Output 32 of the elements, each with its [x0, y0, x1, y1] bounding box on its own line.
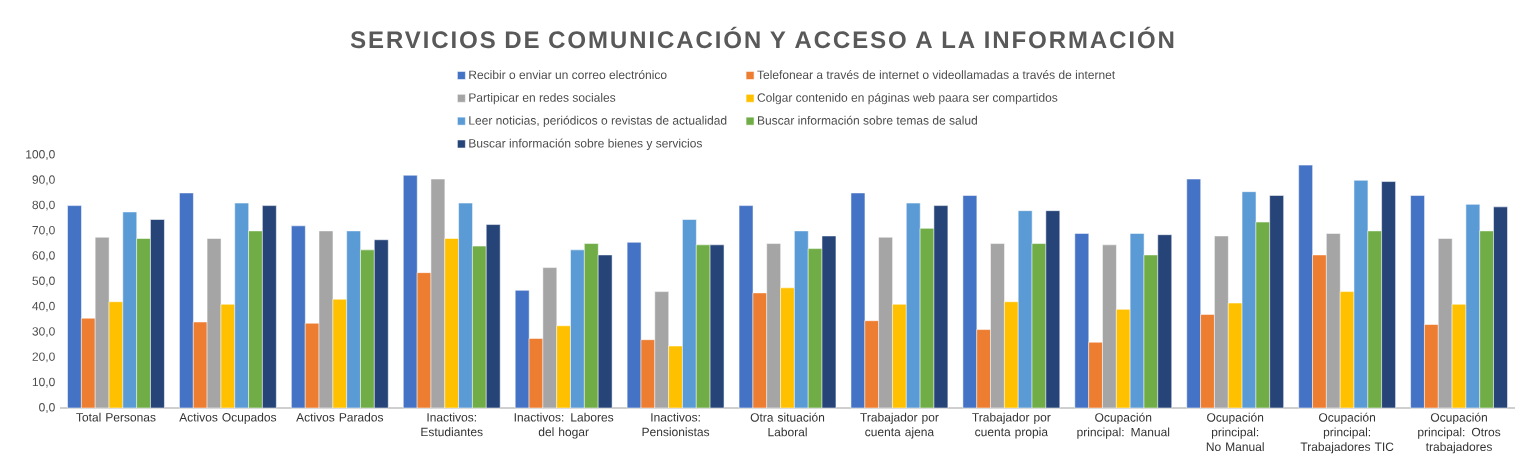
x-tick-label: Trabajador por cuenta propia — [972, 412, 1051, 439]
x-tick-label: Inactivos: Labores del hogar — [514, 412, 614, 439]
y-tick-label: 50,0 — [32, 276, 55, 287]
legend-label: Partipicar en redes sociales — [469, 92, 616, 105]
legend-label: Leer noticias, periódicos o revistas de actualidad — [469, 115, 727, 128]
x-tick-label: Ocupación principal: Otros trabajadores — [1418, 412, 1501, 454]
legend-label: Telefonear a través de internet o videollamadas a través de internet — [757, 70, 1116, 80]
y-tick-label: 40,0 — [32, 301, 55, 312]
y-tick-label: 60,0 — [32, 251, 55, 262]
x-tick-label: Ocupación principal: No Manual — [1206, 412, 1264, 452]
y-tick-label: 30,0 — [32, 327, 55, 338]
x-tick-label: Activos Ocupados — [179, 412, 277, 424]
legend-label: Colgar contenido en páginas web paara ser compartidos — [757, 92, 1058, 105]
x-tick-label: Activos Parados — [296, 412, 384, 422]
x-tick-label: Ocupación principal: Trabajadores TIC — [1300, 412, 1394, 454]
legend-label: Buscar información sobre bienes y servicios — [469, 138, 702, 150]
legend-label: Buscar información sobre temas de salud — [757, 115, 977, 125]
y-tick-label: 80,0 — [32, 200, 55, 211]
x-tick-label: Total Personas — [76, 412, 156, 422]
legend-label: Recibir o enviar un correo electrónico — [469, 70, 667, 80]
x-tick-label: Trabajador por cuenta ajena — [860, 412, 939, 439]
x-tick-label: Inactivos: Estudiantes — [421, 412, 483, 437]
y-tick-label: 10,0 — [32, 377, 55, 388]
y-tick-label: 100,0 — [26, 150, 55, 160]
y-tick-label: 0,0 — [39, 403, 55, 413]
chart-title: SERVICIOS DE COMUNICACIÓN Y ACCESO A LA INFORMACIÓN — [350, 26, 1174, 49]
y-tick-label: 20,0 — [32, 352, 55, 363]
x-tick-label: Otra situación Laboral — [750, 412, 825, 437]
y-tick-label: 70,0 — [32, 225, 55, 236]
y-tick-label: 90,0 — [32, 175, 55, 186]
x-tick-label: Inactivos: Pensionistas — [642, 412, 710, 437]
x-tick-label: Ocupación principal: Manual — [1077, 412, 1170, 439]
